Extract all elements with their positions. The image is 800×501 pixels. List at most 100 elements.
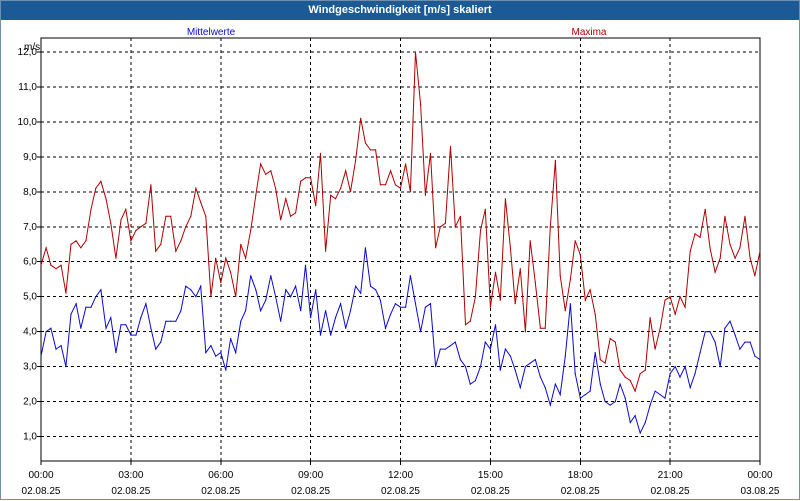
y-tick-label: 5,0 <box>23 292 37 303</box>
data-point-mittelwerte <box>589 390 591 392</box>
data-point-maxima <box>539 327 542 329</box>
data-point-maxima <box>55 268 57 270</box>
data-point-mittelwerte <box>699 352 701 354</box>
data-point-mittelwerte <box>270 275 272 277</box>
data-point-mittelwerte <box>409 275 411 277</box>
data-point-mittelwerte <box>674 366 676 368</box>
y-tick-label: 11,0 <box>18 82 37 93</box>
x-tick-time: 18:00 <box>568 470 593 481</box>
data-point-maxima <box>684 306 686 308</box>
data-point-maxima <box>375 149 377 151</box>
data-point-maxima <box>754 275 756 277</box>
data-point-mittelwerte <box>115 352 117 354</box>
data-point-maxima <box>315 205 317 207</box>
data-point-mittelwerte <box>529 362 531 364</box>
data-point-mittelwerte <box>360 292 362 294</box>
data-point-mittelwerte <box>355 285 357 287</box>
data-point-mittelwerte <box>499 369 501 371</box>
data-point-mittelwerte <box>489 348 491 350</box>
data-point-maxima <box>429 152 432 154</box>
data-point-mittelwerte <box>439 348 441 350</box>
data-point-mittelwerte <box>180 310 182 312</box>
data-point-maxima <box>424 194 426 196</box>
data-point-maxima <box>325 250 327 252</box>
data-point-mittelwerte <box>260 310 262 312</box>
data-point-maxima <box>80 247 82 249</box>
data-point-mittelwerte <box>484 341 486 343</box>
data-point-maxima <box>489 306 491 308</box>
data-point-mittelwerte <box>649 404 651 406</box>
data-point-maxima <box>180 240 182 242</box>
data-point-mittelwerte <box>704 331 706 333</box>
data-point-maxima <box>414 51 417 53</box>
data-point-maxima <box>474 296 476 298</box>
data-point-mittelwerte <box>744 341 746 343</box>
data-point-mittelwerte <box>429 303 432 305</box>
data-point-maxima <box>435 247 437 249</box>
data-point-mittelwerte <box>304 264 307 266</box>
data-point-maxima <box>95 187 97 189</box>
data-point-mittelwerte <box>559 394 561 396</box>
data-point-maxima <box>749 257 751 259</box>
data-point-mittelwerte <box>265 299 267 301</box>
data-point-maxima <box>494 271 497 273</box>
data-point-maxima <box>130 240 132 242</box>
y-tick-label: 9,0 <box>23 152 37 163</box>
data-point-mittelwerte <box>200 285 202 287</box>
data-point-maxima <box>230 271 232 273</box>
data-point-maxima <box>175 250 177 252</box>
data-point-maxima <box>290 215 292 217</box>
data-point-maxima <box>85 240 87 242</box>
x-tick-date: 02.08.25 <box>381 486 420 497</box>
data-point-maxima <box>150 184 152 186</box>
data-point-maxima <box>589 289 591 291</box>
data-point-mittelwerte <box>564 355 566 357</box>
data-point-mittelwerte <box>534 359 536 361</box>
data-point-maxima <box>574 240 576 242</box>
data-point-mittelwerte <box>330 334 332 336</box>
data-point-maxima <box>609 338 611 340</box>
data-point-maxima <box>619 369 621 371</box>
data-point-mittelwerte <box>420 331 422 333</box>
data-point-maxima <box>210 296 212 298</box>
legend-maxima: Maxima <box>571 27 606 38</box>
data-point-mittelwerte <box>734 334 736 336</box>
data-point-mittelwerte <box>379 299 381 301</box>
data-point-mittelwerte <box>85 306 87 308</box>
data-point-maxima <box>405 163 407 165</box>
x-tick-time: 06:00 <box>208 470 233 481</box>
data-point-mittelwerte <box>125 324 127 326</box>
data-point-mittelwerte <box>375 289 377 291</box>
data-point-maxima <box>634 390 636 392</box>
data-point-mittelwerte <box>414 303 417 305</box>
data-point-mittelwerte <box>195 296 197 298</box>
data-point-maxima <box>319 152 322 154</box>
data-point-mittelwerte <box>340 303 342 305</box>
data-point-mittelwerte <box>50 327 52 329</box>
data-point-mittelwerte <box>290 296 292 298</box>
data-point-mittelwerte <box>80 327 82 329</box>
plot-frame <box>40 37 761 462</box>
data-point-maxima <box>285 198 287 200</box>
data-point-mittelwerte <box>250 275 252 277</box>
data-point-mittelwerte <box>684 366 686 368</box>
data-point-mittelwerte <box>45 331 47 333</box>
data-point-mittelwerte <box>170 320 172 322</box>
data-point-maxima <box>105 198 107 200</box>
window-title: Windgeschwindigkeit [m/s] skaliert <box>1 1 799 20</box>
data-point-mittelwerte <box>140 317 142 319</box>
data-point-maxima <box>110 222 112 224</box>
data-point-mittelwerte <box>689 387 691 389</box>
y-tick-label: 6,0 <box>23 257 37 268</box>
data-point-maxima <box>215 257 217 259</box>
data-point-maxima <box>659 327 661 329</box>
data-point-mittelwerte <box>220 352 222 354</box>
data-point-maxima <box>170 215 172 217</box>
data-point-mittelwerte <box>110 317 112 319</box>
data-point-maxima <box>394 184 396 186</box>
y-axis-unit: m/s <box>24 42 40 53</box>
data-point-mittelwerte <box>100 289 102 291</box>
data-point-mittelwerte <box>175 320 177 322</box>
data-point-maxima <box>519 268 521 270</box>
data-point-maxima <box>369 149 372 151</box>
